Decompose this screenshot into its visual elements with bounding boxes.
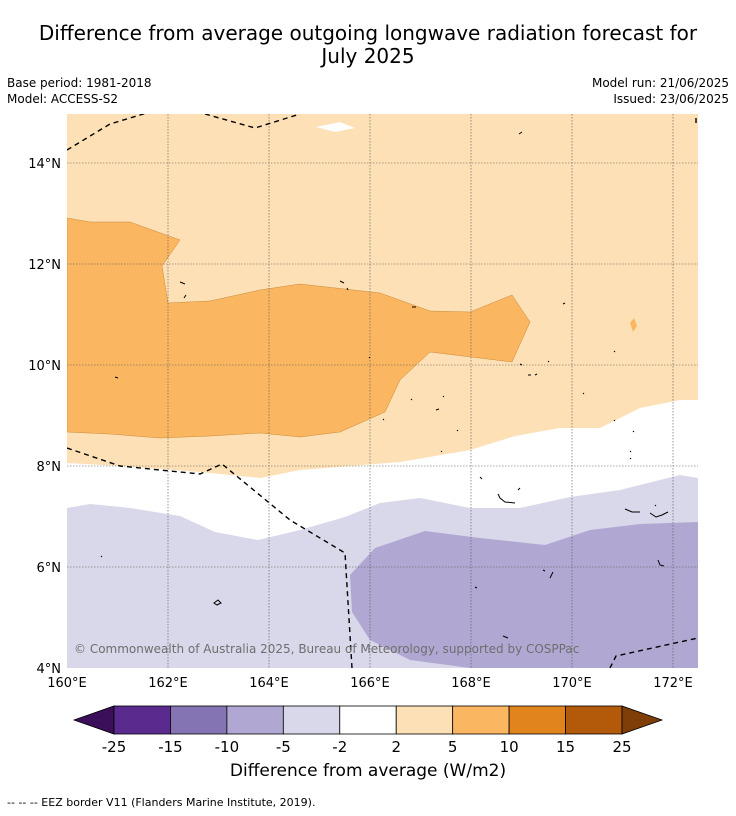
map-fields	[67, 114, 698, 668]
title-line-1: Difference from average outgoing longwav…	[38, 21, 698, 45]
colorbar-tick-label: 2	[391, 738, 401, 756]
footnote: -- -- -- EEZ border V11 (Flanders Marine…	[7, 796, 316, 809]
colorbar-tick-label: -5	[276, 738, 291, 756]
colorbar-segment	[170, 705, 228, 735]
field-neutral-patch	[316, 122, 355, 132]
gridlines	[67, 114, 698, 668]
lon-label: 172°E	[653, 676, 693, 691]
colorbar-tick-label: -25	[102, 738, 127, 756]
colorbar-label: Difference from average (W/m2)	[229, 761, 507, 781]
colorbar-segment	[226, 705, 284, 735]
lon-label: 162°E	[148, 676, 188, 691]
lat-label: 4°N	[37, 662, 62, 677]
colorbar-ticks: -25 -15 -10 -5 -2 2 5 10 15 25	[102, 738, 632, 756]
colorbar-over-arrow	[621, 705, 664, 735]
colorbar-under-arrow	[72, 705, 115, 735]
field-5-to-10-small	[630, 318, 637, 332]
lat-label: 14°N	[28, 157, 61, 172]
copyright-text: © Commonwealth of Australia 2025, Bureau…	[74, 642, 579, 656]
colorbar-segment	[508, 705, 566, 735]
lon-label: 166°E	[350, 676, 390, 691]
eez-border	[67, 114, 698, 668]
colorbar-tick-label: 15	[556, 738, 575, 756]
lon-label: 168°E	[451, 676, 491, 691]
field-minus-10-to-minus-5	[350, 522, 698, 668]
lat-label: 8°N	[37, 460, 62, 475]
colorbar-tick-label: -10	[215, 738, 240, 756]
issued-date: Issued: 23/06/2025	[613, 92, 729, 106]
islands	[100, 131, 669, 639]
lon-labels: 160°E 162°E 164°E 166°E 168°E 170°E 172°…	[47, 676, 693, 691]
field-5-to-10	[67, 217, 531, 439]
colorbar-segment	[395, 705, 454, 735]
map: © Commonwealth of Australia 2025, Bureau…	[28, 114, 698, 691]
colorbar-segment	[339, 705, 397, 735]
colorbar-segment	[282, 705, 341, 735]
colorbar-tick-label: -2	[332, 738, 347, 756]
colorbar-tick-label: 25	[612, 738, 631, 756]
colorbar-tick-label: 10	[500, 738, 519, 756]
lat-labels: 14°N 12°N 10°N 8°N 6°N 4°N	[28, 157, 61, 677]
lon-label: 170°E	[552, 676, 592, 691]
colorbar-segment	[113, 705, 171, 735]
lon-label: 164°E	[249, 676, 289, 691]
meta-right: Model run: 21/06/2025 Issued: 23/06/2025	[592, 75, 729, 107]
chart-title: Difference from average outgoing longwav…	[0, 22, 736, 68]
lon-label: 160°E	[47, 676, 87, 691]
meta-left: Base period: 1981-2018 Model: ACCESS-S2	[7, 75, 152, 107]
colorbar-segment	[565, 705, 623, 735]
model-run: Model run: 21/06/2025	[591, 76, 729, 90]
lat-label: 6°N	[37, 561, 62, 576]
colorbar-segment	[452, 705, 510, 735]
model-name: Model: ACCESS-S2	[7, 92, 119, 106]
colorbar-tick-label: -15	[158, 738, 183, 756]
colorbar-tick-label: 5	[448, 738, 458, 756]
lat-label: 12°N	[28, 258, 61, 273]
base-period: Base period: 1981-2018	[7, 76, 152, 90]
lat-label: 10°N	[28, 359, 61, 374]
title-line-2: July 2025	[321, 44, 415, 68]
colorbar-segments	[113, 705, 623, 735]
